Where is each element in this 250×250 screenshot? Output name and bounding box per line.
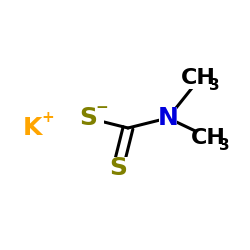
Text: K: K: [22, 116, 42, 140]
FancyBboxPatch shape: [20, 117, 48, 139]
Text: S: S: [79, 106, 97, 130]
Text: N: N: [158, 106, 178, 130]
Text: 3: 3: [209, 78, 219, 94]
Text: CH: CH: [180, 68, 216, 88]
FancyBboxPatch shape: [78, 107, 104, 129]
FancyBboxPatch shape: [159, 107, 177, 129]
Text: CH: CH: [190, 128, 226, 148]
FancyBboxPatch shape: [196, 127, 232, 149]
FancyBboxPatch shape: [186, 67, 222, 89]
Text: +: +: [42, 110, 54, 126]
FancyBboxPatch shape: [108, 157, 128, 179]
Text: 3: 3: [219, 138, 229, 154]
Text: −: −: [96, 100, 108, 116]
Text: S: S: [109, 156, 127, 180]
